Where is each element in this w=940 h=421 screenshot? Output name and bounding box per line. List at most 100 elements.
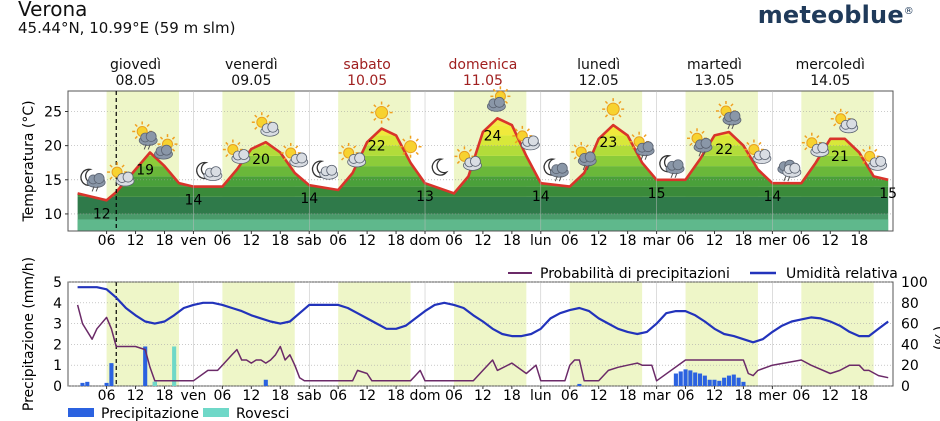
x-tick-label: 06 [329,388,347,404]
x-tick-label: 06 [98,233,116,249]
x-tick-label: 12 [242,233,260,249]
temperature-value-label: 14 [532,189,550,205]
cloud-sun-icon [154,134,178,160]
x-tick-label: mar [643,233,671,249]
x-tick-label: 18 [850,388,868,404]
moon-rain-icon [80,168,106,192]
x-tick-label: mar [643,388,671,404]
x-tick-label: 12 [358,388,376,404]
precip-right-axis-label: (%) [931,326,940,350]
brand-registered-mark: ® [903,6,914,17]
temp-y-axis-label: Temperatura (°C) [21,100,37,222]
x-tick-label: 12 [821,233,839,249]
daylight-band-precip [453,282,527,386]
precipitation-bar [104,382,109,386]
temperature-line [77,117,889,202]
temperature-band [77,155,889,167]
moon-rain-icon [543,158,569,182]
x-tick-label: 06 [677,388,695,404]
temperature-value-label: 14 [300,191,318,207]
showers-bar [172,346,177,386]
day-name: mercoledì [796,57,865,73]
x-tick-label: 06 [445,388,463,404]
temperature-value-label: 14 [763,189,781,205]
temperature-value-label: 24 [484,128,502,144]
precipitation-bar [577,383,582,386]
temp-y-tick-label: 15 [44,173,62,189]
sun-cloud-icon [222,139,251,164]
sun-cloud-icon [512,125,540,151]
precipitation-bar [109,363,114,386]
daylight-band-precip [338,282,411,386]
x-tick-label: 18 [156,388,174,404]
moon-cloud-icon [196,161,223,182]
day-date: 13.05 [694,73,734,89]
x-tick-label: 18 [850,233,868,249]
precip-y-axis-label: Precipitazione (mm/h) [21,257,37,411]
coordinates: 45.44°N, 10.99°E (59 m slm) [18,19,236,37]
day-name: martedì [687,57,742,73]
x-tick-label: 12 [242,388,260,404]
sun-cloud-rain-icon [715,100,742,130]
humidity-y-tick-label: 60 [901,317,919,333]
x-tick-label: 18 [156,233,174,249]
day-date: 10.05 [347,73,387,89]
sun-icon [370,101,393,124]
moon-icon [431,158,449,176]
sun-cloud-icon [107,162,135,187]
temperature-value-label: 19 [136,162,154,178]
x-tick-label: 06 [213,388,231,404]
x-tick-label: 06 [677,233,695,249]
temperature-value-label: 13 [416,189,434,205]
x-tick-label: 06 [213,233,231,249]
sun-icon [602,98,625,121]
temperature-value-label: 22 [715,142,733,158]
cloud-sun-icon [486,86,511,112]
temp-y-tick-label: 20 [44,139,62,155]
legend-precipitation-label: Precipitazione [101,406,199,421]
x-tick-label: 18 [271,388,289,404]
legend-humidity-label: Umidità relativa [786,266,898,282]
x-tick-label: 18 [271,233,289,249]
brand-logo[interactable]: meteoblue® [758,1,914,29]
day-date: 08.05 [115,73,155,89]
x-tick-label: 12 [590,388,608,404]
x-tick-label: 12 [706,233,724,249]
x-tick-label: 18 [387,233,405,249]
x-tick-label: 12 [706,388,724,404]
precip-y-tick-label: 4 [53,296,62,312]
temperature-value-label: 21 [831,149,849,165]
x-tick-label: sab [297,388,322,404]
day-name: giovedì [110,57,161,73]
x-tick-label: 06 [445,233,463,249]
x-tick-label: 18 [387,388,405,404]
x-tick-label: 18 [619,233,637,249]
precipitation-bar [697,373,703,386]
temperature-band [77,176,889,187]
temperature-value-label: 15 [648,186,666,202]
day-name: domenica [449,57,518,73]
precipitation-bar [731,374,736,386]
sun-cloud-icon [801,132,830,158]
precipitation-plot-frame [67,281,894,387]
x-tick-label: 18 [619,388,637,404]
x-tick-label: ven [181,388,207,404]
precip-y-tick-label: 5 [53,275,62,291]
precipitation-bar [707,379,712,386]
x-tick-label: 06 [561,388,579,404]
sun-cloud-icon [280,142,309,168]
x-tick-label: mer [758,388,786,404]
precipitation-bar [678,371,683,386]
moon-rain-icon [659,155,685,178]
temperature-value-label: 14 [185,193,203,209]
precipitation-bar [717,380,722,386]
sun-cloud-icon [338,142,367,168]
legend-precip-probability-label: Probabilità di precipitazioni [540,266,730,282]
precipitation-bar [143,346,148,386]
precipitation-bar [693,372,698,386]
sun-cloud-rain-icon [132,121,158,150]
precip-probability-line [76,304,889,382]
precipitation-bar [712,379,717,386]
precip-y-tick-label: 2 [53,337,62,353]
